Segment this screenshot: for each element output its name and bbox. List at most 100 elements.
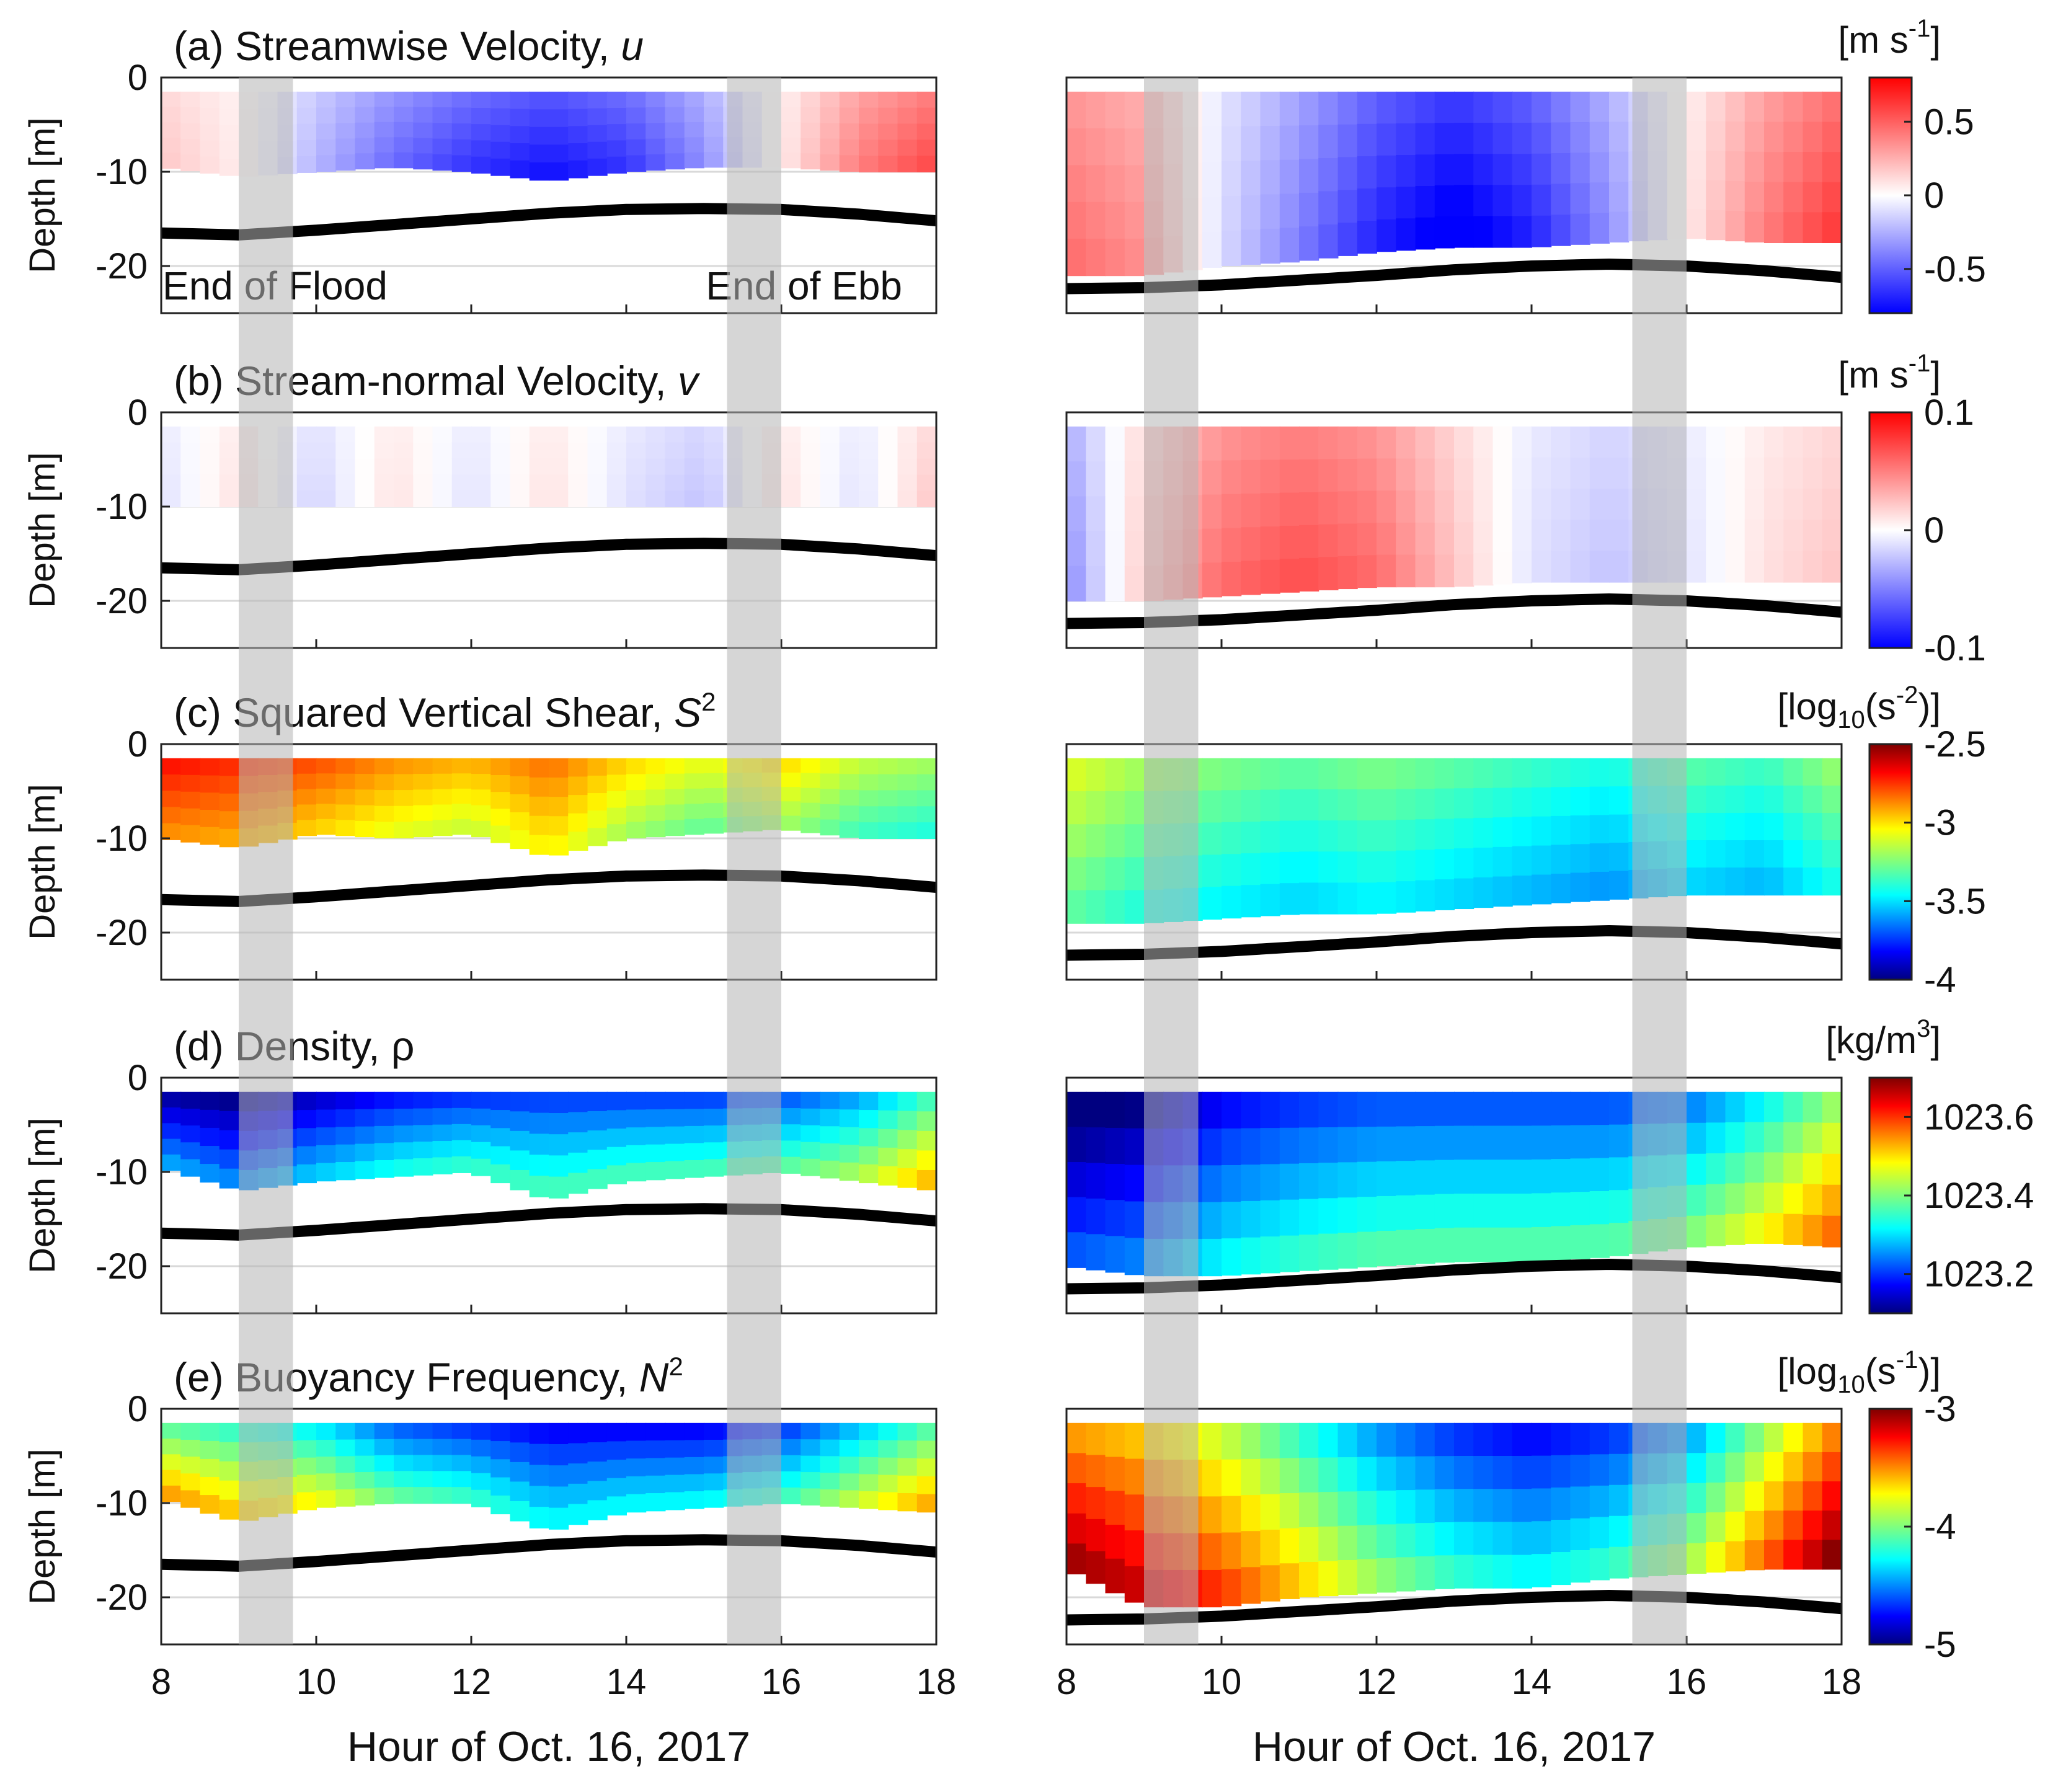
data-cell [529, 758, 549, 778]
y-tick-label: -20 [95, 246, 148, 286]
data-cell [1260, 1565, 1280, 1602]
title-symbol: S [674, 690, 701, 735]
data-cell [1609, 122, 1630, 153]
data-cell [626, 1494, 647, 1513]
data-cell [1377, 1457, 1397, 1491]
data-cell [1532, 1455, 1552, 1489]
data-cell [1222, 91, 1242, 127]
data-cell [800, 474, 821, 492]
data-cell [1532, 122, 1552, 154]
data-cell [1396, 881, 1416, 913]
data-cell [1803, 1422, 1823, 1453]
data-cell [1454, 426, 1475, 459]
data-cell [1377, 490, 1397, 523]
data-cell [1744, 1452, 1765, 1483]
data-cell [1454, 1422, 1475, 1457]
data-cell [1105, 1200, 1125, 1237]
data-cell [839, 1127, 859, 1146]
data-cell [1357, 123, 1377, 157]
data-cell [180, 426, 201, 443]
data-cell [1299, 125, 1319, 160]
data-cell [878, 790, 898, 807]
data-cell [1260, 852, 1280, 885]
data-cell [490, 458, 511, 476]
data-cell [510, 126, 530, 144]
unit-subscript: 10 [1837, 1371, 1865, 1398]
data-cell [1706, 1482, 1726, 1514]
data-cell [1725, 1482, 1745, 1512]
data-cell [1532, 184, 1552, 216]
data-cell [1764, 122, 1785, 153]
data-cell [1454, 522, 1475, 555]
data-cell [1706, 180, 1726, 211]
data-cell [1803, 758, 1823, 786]
data-cell [1492, 1227, 1513, 1262]
data-cell [916, 1130, 937, 1151]
data-cell [684, 773, 704, 789]
data-cell [335, 1127, 356, 1145]
data-cell [355, 122, 375, 139]
data-cell [1124, 1091, 1145, 1129]
unit-superscript: -1 [1909, 15, 1931, 42]
data-cell [219, 1499, 239, 1520]
data-cell [1357, 1491, 1377, 1526]
title-symbol: v [678, 358, 701, 404]
data-cell [1377, 1195, 1397, 1231]
unit-text: [kg/m [1825, 1019, 1917, 1061]
data-cell [1299, 91, 1319, 126]
data-cell [394, 458, 414, 476]
data-cell [335, 1489, 356, 1507]
data-cell [471, 458, 492, 476]
x-tick-label: 12 [451, 1662, 492, 1702]
data-cell [1202, 822, 1222, 856]
data-cell [1396, 426, 1416, 459]
data-cell [1260, 758, 1280, 791]
data-cell [1299, 1127, 1319, 1164]
data-cell [859, 474, 879, 492]
data-cell [1124, 1201, 1145, 1239]
data-cell [296, 804, 317, 821]
data-cell [200, 792, 220, 811]
data-cell [704, 474, 724, 492]
data-cell [626, 774, 647, 791]
data-cell [1260, 160, 1280, 195]
data-cell [568, 143, 588, 161]
data-cell [316, 474, 337, 492]
data-cell [859, 490, 879, 507]
data-cell [510, 474, 530, 492]
x-tick-label: 10 [296, 1662, 337, 1702]
data-cell [626, 758, 647, 775]
data-cell [1260, 1458, 1280, 1495]
data-cell [529, 1176, 549, 1197]
data-cell [839, 1473, 859, 1491]
data-cell [1570, 551, 1590, 583]
data-cell [1299, 226, 1319, 261]
data-cell [839, 107, 859, 125]
data-cell [1512, 489, 1532, 521]
data-cell [529, 474, 549, 492]
data-cell [1299, 159, 1319, 193]
data-cell [1318, 789, 1339, 822]
data-cell [413, 426, 433, 443]
data-cell [1241, 527, 1261, 562]
data-cell [1396, 123, 1416, 156]
colorbar-tick-label: -0.1 [1924, 628, 1986, 668]
data-cell [1454, 1555, 1475, 1589]
data-cell [355, 91, 375, 108]
y-tick-label: -20 [95, 913, 148, 953]
data-cell [413, 820, 433, 838]
data-cell [1377, 851, 1397, 883]
data-cell [1454, 554, 1475, 587]
data-cell [1124, 1128, 1145, 1166]
data-cell [1454, 1227, 1475, 1262]
data-cell [645, 1109, 666, 1128]
data-cell [1744, 182, 1765, 213]
data-cell [180, 1473, 201, 1491]
data-cell [1551, 1226, 1571, 1261]
data-cell [1299, 1457, 1319, 1493]
data-cell [1260, 821, 1280, 853]
data-cell [665, 1475, 685, 1493]
data-cell [568, 1483, 588, 1505]
data-cell [1357, 1091, 1377, 1128]
colorbar-tick-label: 1023.4 [1924, 1176, 2034, 1216]
